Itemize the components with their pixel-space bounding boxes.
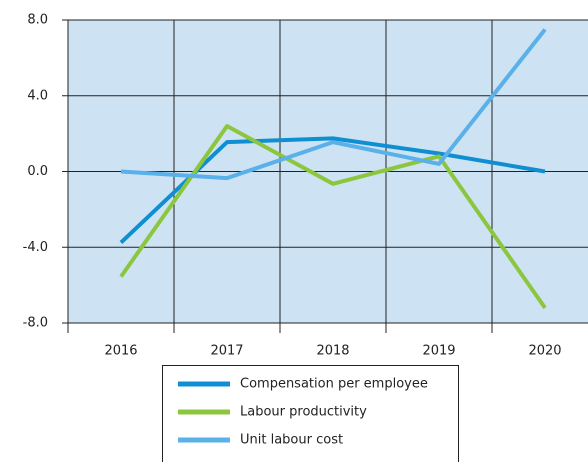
series-line (120, 28, 547, 181)
y-tick-label: 0.0 (27, 164, 48, 179)
y-tick-label: -4.0 (23, 240, 48, 255)
y-tick-label: 8.0 (27, 13, 48, 28)
x-tick-label: 2017 (210, 344, 243, 359)
x-tick-label: 2016 (104, 344, 137, 359)
x-tick-label: 2020 (528, 344, 561, 359)
x-tick-label: 2018 (316, 344, 349, 359)
legend-label: Unit labour cost (240, 433, 343, 448)
legend-label: Compensation per employee (240, 377, 428, 392)
y-tick-label: 4.0 (27, 88, 48, 103)
legend-label: Labour productivity (240, 405, 367, 420)
y-tick-label: -8.0 (23, 316, 48, 331)
x-tick-label: 2019 (422, 344, 455, 359)
